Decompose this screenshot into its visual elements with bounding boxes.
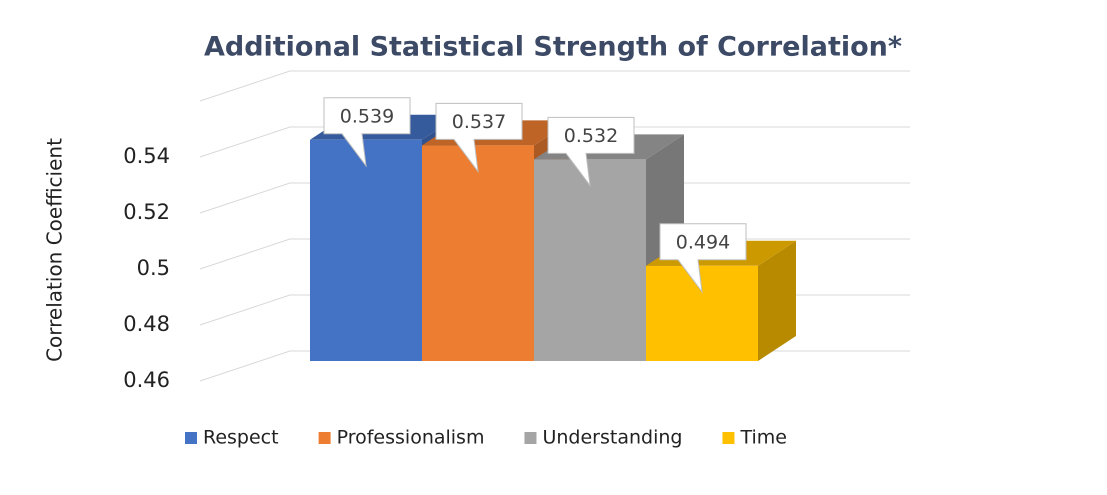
grid-line <box>199 238 291 270</box>
grid-line <box>199 294 291 326</box>
y-tick-label: 0.48 <box>123 312 170 336</box>
y-tick-label: 0.52 <box>123 200 170 224</box>
grid-line <box>199 70 291 102</box>
grid-line <box>199 126 291 158</box>
legend-label: Time <box>739 427 787 449</box>
data-label: 0.539 <box>340 105 394 127</box>
chart-title: Additional Statistical Strength of Corre… <box>204 32 902 63</box>
y-tick-label: 0.46 <box>123 368 170 392</box>
callout <box>323 97 411 168</box>
legend-swatch <box>524 432 537 444</box>
bar-front <box>310 139 422 361</box>
y-tick-label: 0.5 <box>137 256 170 280</box>
bar-front <box>422 145 534 361</box>
legend-swatch <box>318 432 331 444</box>
y-tick-label: 0.54 <box>123 144 170 168</box>
callout <box>547 116 635 188</box>
legend-label: Respect <box>203 427 279 449</box>
grid-line <box>199 350 291 382</box>
bar-side <box>758 240 796 361</box>
callout <box>435 102 523 174</box>
data-label: 0.494 <box>676 231 730 253</box>
legend-swatch <box>722 432 735 444</box>
legend-label: Understanding <box>542 427 682 449</box>
legend-label: Professionalism <box>337 427 485 449</box>
callout <box>659 223 747 294</box>
data-label: 0.532 <box>564 125 618 147</box>
data-label: 0.537 <box>452 111 506 133</box>
y-axis-label: Correlation Coefficient <box>43 138 67 362</box>
bar-front <box>534 159 646 361</box>
legend-swatch <box>185 432 197 444</box>
grid-line <box>199 182 291 214</box>
bar-front <box>646 265 758 361</box>
